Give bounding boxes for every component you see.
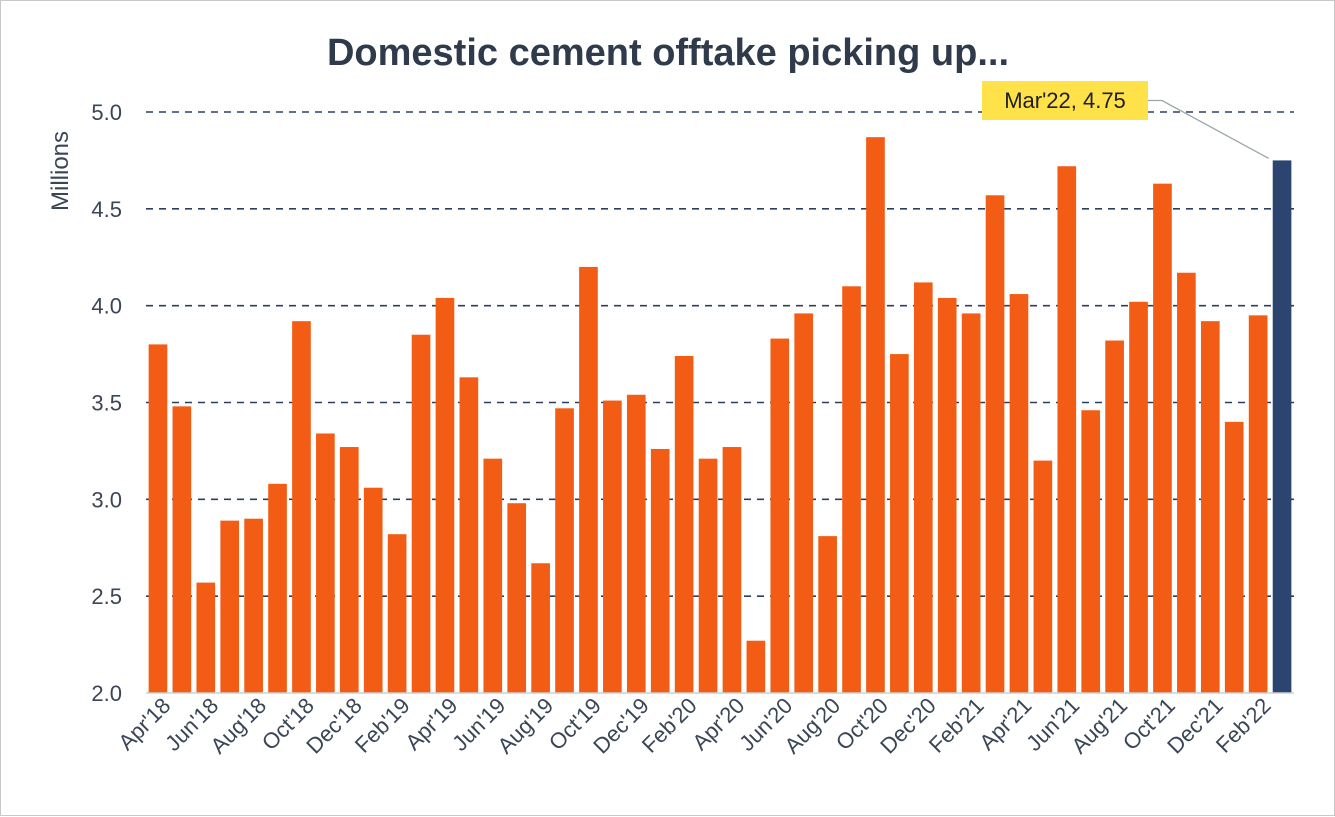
x-tick-label: Apr'18: [113, 693, 175, 755]
bar: [363, 487, 383, 693]
bar: [770, 338, 790, 693]
y-axis-ticks: 2.0 2.5 3.0 3.5 4.0 4.5 5.0: [91, 100, 122, 706]
bar: [626, 394, 646, 693]
bar: [1248, 315, 1268, 693]
y-tick-label: 2.0: [91, 681, 122, 706]
bar: [339, 447, 359, 693]
bar: [937, 297, 957, 693]
bar: [435, 297, 455, 693]
bar: [1129, 301, 1148, 693]
bar: [387, 534, 407, 693]
bar: [1224, 421, 1244, 693]
callout-leader-line: [1148, 99, 1270, 159]
y-tick-label: 4.0: [91, 294, 122, 319]
x-tick-label: Feb'22: [1211, 693, 1276, 758]
bar-highlight: [1272, 160, 1292, 693]
bar: [722, 447, 742, 693]
x-tick-label: Feb'21: [924, 693, 989, 758]
bar: [555, 408, 574, 693]
bar: [1009, 294, 1029, 693]
bar: [818, 536, 837, 693]
bar: [1200, 321, 1220, 693]
bar: [913, 282, 933, 693]
x-tick-label: Apr'20: [687, 693, 749, 755]
bar: [985, 195, 1005, 693]
bar: [603, 400, 622, 693]
bar: [172, 406, 192, 693]
bar: [866, 137, 885, 694]
bar: [842, 286, 861, 693]
bar: [244, 518, 263, 693]
x-tick-label: Feb'19: [350, 693, 415, 758]
bar: [220, 520, 240, 693]
bar: [483, 458, 503, 693]
bar: [196, 582, 216, 693]
bar: [698, 458, 718, 693]
bar: [148, 344, 168, 693]
x-axis-ticks: Apr'18Jun'18Aug'18Oct'18Dec'18Feb'19Apr'…: [113, 693, 1275, 759]
annotation-callout: Mar'22, 4.75: [982, 81, 1270, 159]
bar: [268, 483, 287, 693]
x-tick-label: Apr'21: [974, 693, 1036, 755]
bars: [148, 137, 1292, 694]
callout-label: Mar'22, 4.75: [1004, 88, 1126, 113]
bar: [650, 448, 670, 693]
y-axis-label: Millions: [47, 131, 74, 211]
bar: [1153, 183, 1172, 693]
bar: [746, 640, 766, 693]
callout-box: [982, 81, 1148, 120]
y-tick-label: 4.5: [91, 197, 122, 222]
bar: [1105, 340, 1124, 693]
bar: [1081, 410, 1101, 693]
bar: [411, 334, 431, 693]
x-tick-label: Apr'19: [400, 693, 462, 755]
grid-lines: [146, 111, 1294, 597]
bar: [674, 356, 694, 693]
bar: [507, 503, 527, 693]
bar: [1033, 460, 1053, 693]
y-tick-label: 3.0: [91, 487, 122, 512]
bar: [890, 354, 909, 693]
bar: [316, 433, 335, 693]
chart-title: Domestic cement offtake picking up...: [327, 32, 1009, 74]
x-tick-label: Feb'20: [637, 693, 702, 758]
bar: [531, 563, 550, 693]
bar: [579, 266, 598, 693]
bar: [1177, 272, 1196, 693]
bar: [292, 321, 311, 693]
bar: [794, 313, 814, 693]
y-tick-label: 2.5: [91, 584, 122, 609]
bar: [961, 313, 981, 693]
y-tick-label: 3.5: [91, 391, 122, 416]
y-tick-label: 5.0: [91, 100, 122, 125]
bar: [459, 377, 479, 693]
bar: [1057, 166, 1077, 693]
